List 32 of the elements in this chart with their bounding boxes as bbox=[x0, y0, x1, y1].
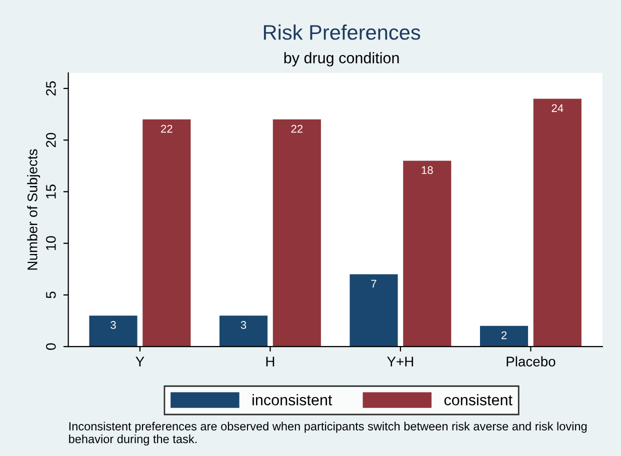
y-tick-label: 25 bbox=[46, 81, 56, 96]
x-tick-label: Y+H bbox=[387, 356, 414, 366]
text: Inconsistent preferences are observed when participants switch between risk averse and risk loving behavior during the task. bbox=[69, 422, 587, 446]
bar bbox=[480, 326, 528, 347]
bar bbox=[89, 316, 138, 347]
legend-label: consistent bbox=[444, 394, 512, 406]
data-label: 3 bbox=[240, 321, 246, 329]
y-tick-label: 20 bbox=[46, 132, 56, 148]
data-label: 3 bbox=[110, 321, 116, 329]
y-tick-label: 10 bbox=[46, 236, 56, 250]
y-axis-title: Number of Subjects bbox=[27, 149, 40, 270]
bar bbox=[219, 316, 268, 347]
x-tick-label: H bbox=[266, 356, 274, 366]
y-tick-label: 0 bbox=[46, 343, 56, 350]
x-tick-label: Y bbox=[136, 356, 144, 366]
data-label: 18 bbox=[422, 166, 433, 174]
y-tick-label: 5 bbox=[46, 292, 56, 298]
bar bbox=[272, 119, 321, 347]
chart-title: Risk Preferences bbox=[264, 24, 420, 40]
x-tick-label: Placebo bbox=[506, 356, 556, 366]
data-label: 22 bbox=[291, 124, 303, 133]
data-label: 22 bbox=[161, 124, 172, 133]
bar bbox=[142, 119, 191, 347]
legend-label: inconsistent bbox=[252, 394, 332, 406]
data-label: 2 bbox=[501, 331, 507, 340]
bar bbox=[403, 160, 452, 347]
y-tick-label: 15 bbox=[46, 184, 56, 198]
bar bbox=[350, 274, 398, 347]
data-label: 7 bbox=[371, 280, 376, 288]
data-label: 24 bbox=[552, 104, 564, 112]
chart-subtitle: by drug condition bbox=[284, 52, 399, 66]
bar bbox=[533, 98, 582, 347]
